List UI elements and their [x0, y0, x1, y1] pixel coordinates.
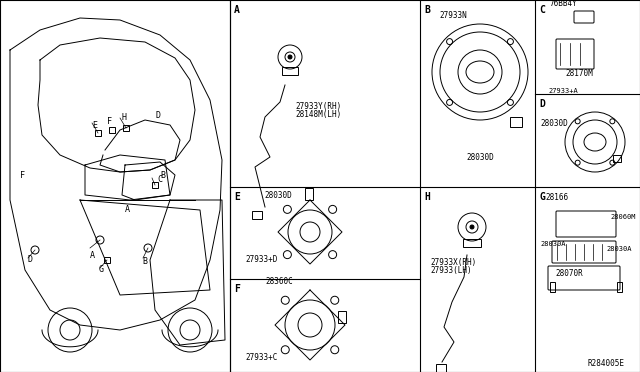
Text: F: F — [234, 284, 240, 294]
Text: E: E — [234, 192, 240, 202]
Text: 28070R: 28070R — [555, 269, 583, 279]
Bar — [95, 130, 101, 136]
Bar — [104, 257, 110, 263]
Text: C: C — [539, 5, 545, 15]
Text: 76BB4Y: 76BB4Y — [549, 0, 577, 9]
Text: A: A — [234, 5, 240, 15]
Text: 28030A: 28030A — [606, 246, 632, 252]
Text: B: B — [143, 257, 147, 266]
Text: 28030D: 28030D — [466, 153, 494, 161]
Text: 28030D: 28030D — [540, 119, 568, 128]
Text: 27933X(RH): 27933X(RH) — [430, 257, 476, 266]
Bar — [109, 127, 115, 133]
Text: G: G — [99, 266, 104, 275]
Text: B: B — [424, 5, 430, 15]
Circle shape — [288, 55, 292, 59]
Text: E: E — [92, 121, 97, 129]
Text: D: D — [155, 110, 160, 119]
Bar — [463, 239, 481, 247]
Bar — [152, 182, 158, 188]
Text: H: H — [424, 192, 430, 202]
Bar — [510, 117, 522, 127]
Text: 28148M(LH): 28148M(LH) — [295, 110, 341, 119]
Bar — [282, 67, 298, 75]
Text: A: A — [90, 250, 95, 260]
Bar — [338, 311, 346, 323]
Bar — [613, 155, 621, 162]
Text: R284005E: R284005E — [588, 359, 625, 369]
Text: 28060M: 28060M — [610, 214, 636, 220]
Text: G: G — [539, 192, 545, 202]
Text: D: D — [539, 99, 545, 109]
Text: 28360C: 28360C — [265, 276, 292, 285]
Bar — [436, 364, 446, 372]
Text: 27933(LH): 27933(LH) — [430, 266, 472, 275]
Bar — [305, 188, 313, 200]
Bar — [123, 125, 129, 131]
Text: C: C — [157, 176, 162, 185]
Text: F: F — [107, 118, 112, 126]
Circle shape — [470, 225, 474, 229]
Text: 28170M: 28170M — [565, 70, 593, 78]
Text: 27933Y(RH): 27933Y(RH) — [295, 103, 341, 112]
Text: H: H — [121, 113, 126, 122]
Bar — [617, 282, 622, 292]
Text: 27933+D: 27933+D — [245, 256, 277, 264]
Text: A: A — [125, 205, 130, 215]
Bar — [252, 211, 262, 219]
Text: 28166: 28166 — [545, 192, 568, 202]
Text: F: F — [20, 170, 25, 180]
Text: 27933N: 27933N — [439, 12, 467, 20]
Text: 27933+C: 27933+C — [245, 353, 277, 362]
Text: 28030A: 28030A — [540, 241, 566, 247]
Text: 28030D: 28030D — [264, 192, 292, 201]
Bar — [550, 282, 555, 292]
Text: B: B — [160, 170, 165, 180]
Text: 27933+A: 27933+A — [548, 88, 578, 94]
Text: D: D — [27, 256, 32, 264]
